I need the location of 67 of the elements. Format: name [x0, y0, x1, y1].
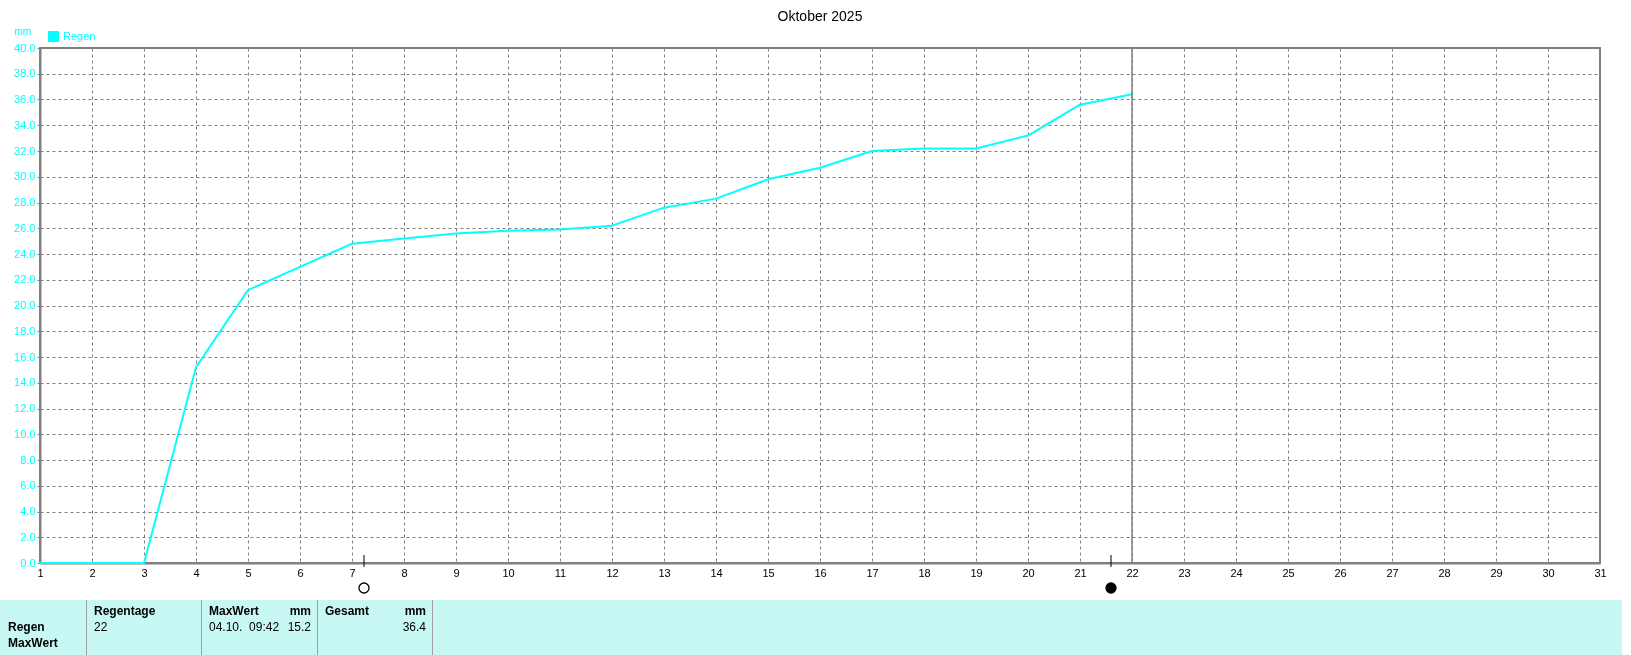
y-tick-label: 30.0	[14, 170, 36, 183]
y-tick-label: 38.0	[14, 67, 36, 80]
x-tick-label: 10	[502, 566, 515, 579]
x-tick-label: 24	[1230, 566, 1243, 579]
x-tick-label: 8	[401, 566, 408, 579]
legend-label: Regen	[63, 29, 96, 42]
x-tick-label: 3	[141, 566, 148, 579]
y-tick-label: 20.0	[14, 299, 36, 311]
x-tick-label: 17	[866, 566, 879, 579]
x-tick-label: 15	[762, 566, 775, 579]
text: 15.2	[287, 620, 311, 634]
x-tick-label: 25	[1282, 566, 1295, 579]
y-tick-label: 36.0	[14, 93, 36, 105]
text: 36.4	[402, 620, 426, 634]
x-tick-label: 14	[710, 566, 723, 579]
x-tick-label: 27	[1386, 566, 1399, 579]
x-tick-label: 31	[1594, 566, 1607, 579]
x-tick-label: 20	[1022, 566, 1035, 579]
y-tick-label: 22.0	[14, 273, 36, 286]
x-tick-label: 7	[349, 566, 356, 579]
y-tick-label: 6.0	[20, 479, 36, 492]
text: MaxWert	[209, 604, 259, 618]
y-tick-label: 4.0	[20, 505, 36, 517]
text: 22	[94, 620, 108, 634]
x-tick-label: 23	[1178, 566, 1191, 579]
y-tick-label: 28.0	[14, 196, 36, 208]
text: Regen	[8, 620, 45, 634]
y-tick-label: 40.0	[14, 41, 36, 54]
x-tick-label: 12	[606, 566, 619, 579]
y-axis-title: mm	[14, 25, 32, 37]
text: Regentage	[94, 604, 156, 618]
y-tick-label: 34.0	[14, 118, 36, 131]
x-tick-label: 16	[814, 566, 827, 579]
y-tick-label: 8.0	[20, 453, 36, 466]
x-tick-label: 9	[453, 566, 460, 579]
x-tick-label: 22	[1126, 566, 1139, 579]
x-tick-label: 30	[1542, 566, 1555, 579]
y-tick-label: 16.0	[14, 350, 36, 363]
x-tick-label: 21	[1074, 566, 1087, 579]
text: mm	[289, 604, 311, 618]
x-tick-label: 1	[37, 566, 44, 579]
x-tick-label: 19	[970, 566, 983, 579]
x-tick-label: 18	[918, 566, 931, 579]
y-tick-label: 26.0	[14, 221, 36, 234]
y-tick-label: 18.0	[14, 324, 36, 337]
text: Gesamt	[325, 604, 370, 618]
x-tick-label: 28	[1438, 566, 1451, 579]
y-tick-label: 2.0	[20, 530, 36, 543]
x-tick-label: 2	[89, 566, 96, 579]
x-tick-label: 5	[245, 566, 252, 579]
x-tick-label: 26	[1334, 566, 1347, 579]
y-tick-label: 32.0	[14, 144, 36, 157]
y-tick-label: 12.0	[14, 402, 36, 414]
text: mm	[404, 604, 426, 618]
y-tick-label: 24.0	[14, 247, 36, 260]
x-tick-label: 4	[193, 566, 200, 579]
x-tick-label: 11	[554, 566, 567, 579]
text: 04.10. 09:42	[209, 620, 280, 634]
y-tick-label: 10.0	[14, 427, 36, 440]
y-tick-label: 14.0	[14, 376, 36, 389]
x-tick-label: 13	[658, 566, 671, 579]
x-tick-label: 6	[297, 566, 304, 579]
text: MaxWert	[8, 636, 58, 650]
line-series	[39, 93, 1133, 564]
x-tick-label: 29	[1490, 566, 1503, 579]
chart-title: Oktober 2025	[777, 8, 863, 24]
y-tick-label: 0.0	[20, 556, 36, 569]
